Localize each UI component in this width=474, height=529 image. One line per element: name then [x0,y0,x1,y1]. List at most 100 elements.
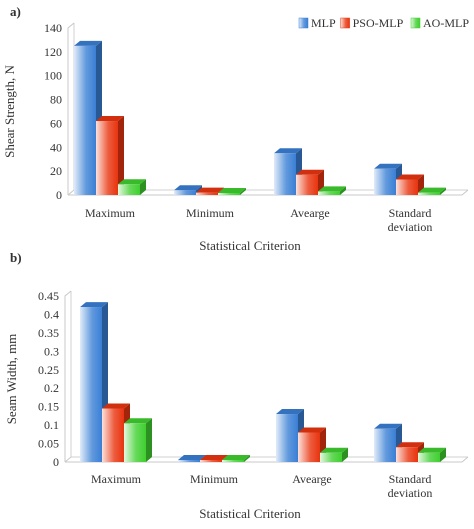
bar-front [196,192,218,195]
bar [320,447,348,462]
bar-top [96,116,124,122]
bar-front [174,190,196,195]
bar-top [274,148,302,154]
bar-front [124,423,146,462]
bar-top [396,174,424,180]
bar-top [200,455,228,460]
legend-swatch [410,17,421,29]
bar-side [440,447,446,462]
legend-item: AO-MLP [423,16,469,30]
bar-front [74,45,96,196]
bar-front [374,168,396,195]
bar-side [244,455,250,462]
x-tick-label: Avearge [292,472,332,486]
legend: MLP PSO-MLP AO-MLP [298,16,469,30]
x-axis-label: Statistical Criterion [199,506,301,521]
y-tick-label: 0.15 [38,400,59,414]
bar-top [418,187,446,193]
bar-front [218,193,240,195]
bar-top [298,427,326,433]
bar-front [298,432,320,462]
bar-front [296,174,318,195]
bar-top [74,40,102,46]
bar-top [396,442,424,448]
bar-top [318,186,346,192]
legend-item: PSO-MLP [353,16,404,30]
legend-item: MLP [311,16,336,30]
y-tick-label: 0.2 [44,381,59,395]
bar-top [418,447,446,453]
x-tick-label: Maximum [85,206,136,220]
bar-front [178,460,200,462]
bar-top [102,403,130,409]
bar [218,188,246,195]
y-tick-label: 140 [44,21,62,35]
bar [318,186,346,195]
bar [418,187,446,195]
bar-top [374,423,402,429]
bar-side [240,188,246,195]
y-tick-label: 0 [53,455,59,469]
legend-swatch [340,17,350,29]
bar-side [140,179,146,195]
y-tick-label: 0.25 [38,363,59,377]
legend-swatch [298,17,309,29]
bar-top [174,185,202,191]
bar-side [118,116,124,195]
bar-top [320,447,348,453]
bar-top [374,163,402,169]
y-tick-label: 0 [56,188,62,202]
y-axis-label: Seam Width, mm [4,334,19,425]
bar-top [196,187,224,193]
y-tick-label: 0.05 [38,437,59,451]
bar-front [96,121,118,195]
bar-side [340,186,346,195]
bar [396,174,424,195]
bar-top [178,455,206,460]
y-tick-label: 0.1 [44,418,59,432]
panel-label: b) [10,250,22,265]
bar [124,418,152,462]
y-tick-label: 120 [44,45,62,59]
bar [418,447,446,462]
chart-panel-a: a) 0 20 40 60 80 100 120 140 Shear Strength, N Max… [2,4,469,253]
y-axis-label: Shear Strength, N [2,64,17,157]
bar-front [118,184,140,195]
bar-top [80,302,108,308]
x-tick-label: Minimum [186,206,235,220]
x-tick-label: Standard deviation [388,206,433,234]
x-tick-label: Avearge [290,206,330,220]
y-tick-label: 0.4 [44,307,59,321]
bar-front [102,408,124,462]
bar-front [418,452,440,462]
bar-front [318,191,340,195]
bar [274,148,302,195]
bar-front [418,192,440,195]
bar [222,455,250,462]
bar-side [440,187,446,195]
bar-front [374,428,396,462]
x-tick-label: Maximum [91,472,142,486]
floor [67,22,469,196]
y-tick-label: 100 [44,69,62,83]
bar-front [80,307,102,462]
y-tick-label: 20 [50,164,62,178]
bar-front [396,179,418,195]
bar [96,116,124,195]
bar-front [222,460,244,462]
bar-side [146,418,152,462]
bar-top [118,179,146,185]
bar-top [218,188,246,193]
bar [118,179,146,195]
bar-top [222,455,250,460]
bar-top [296,169,324,175]
y-tick-label: 0.3 [44,344,59,358]
y-tick-label: 0.35 [38,326,59,340]
back-wall [73,23,468,191]
y-tick-label: 0.45 [38,289,59,303]
bar-front [200,460,222,462]
chart-panel-b: b) 0 0.05 0.1 0.15 0.2 0.25 0.3 0.35 0.4 0.45 Seam … [4,250,469,521]
y-tick-label: 40 [50,140,62,154]
x-tick-label: Minimum [190,472,239,486]
